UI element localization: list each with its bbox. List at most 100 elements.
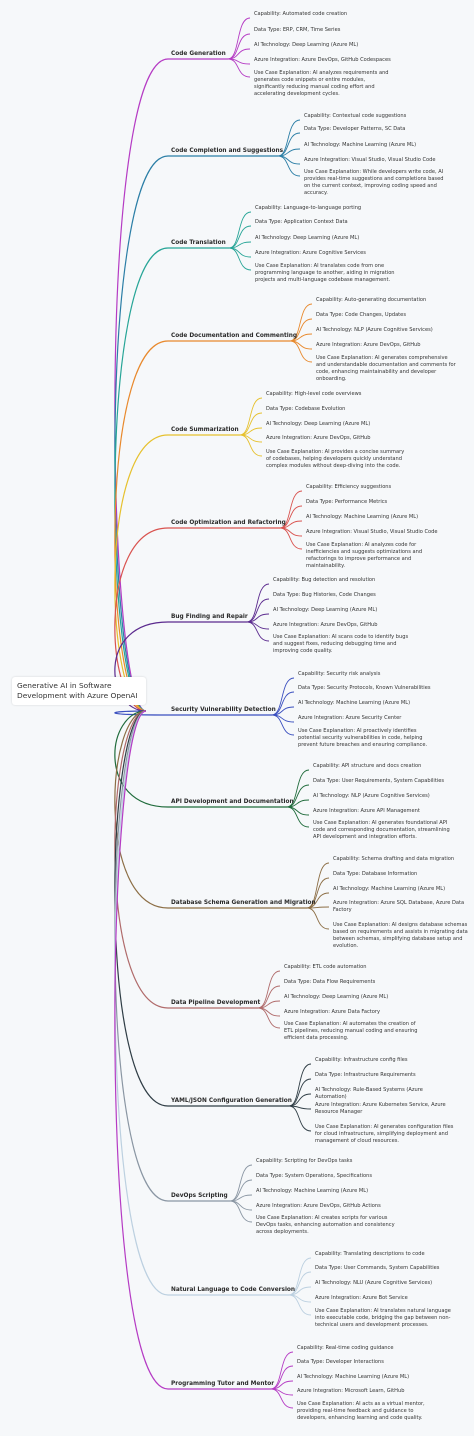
connector [270,1365,294,1390]
leaf-label: AI Technology: NLP (Azure Cognitive Serv… [316,327,433,333]
connector [229,1164,253,1202]
connector [279,527,303,537]
connector [114,434,169,712]
connector [228,247,252,258]
connector [229,1200,253,1211]
leaf-label: Capability: ETL code automation [284,964,367,970]
leaf-label: Data Type: Application Context Data [255,219,348,225]
leaf-label: AI Technology: Deep Learning (Azure ML) [284,994,389,1000]
connector [270,1351,294,1390]
connector [114,710,169,716]
connector [288,1063,312,1107]
leaf-label: Data Type: Bug Histories, Code Changes [273,592,376,598]
connector [289,303,313,342]
connector [114,340,169,712]
leaf-label: Data Type: Data Flow Requirements [284,979,376,985]
connector [277,119,301,157]
leaf-label: Data Type: Developer Interactions [297,1359,384,1365]
connector [114,621,169,712]
connector [246,583,270,623]
leaf-label: Use Case Explanation: AI analyzes requir… [254,70,389,98]
leaf-label: AI Technology: Machine Learning (Azure M… [304,142,417,148]
connector [239,434,263,457]
leaf-label: Use Case Explanation: AI acts as a virtu… [297,1401,425,1422]
connector [227,17,251,60]
branch-label: Code Generation [171,51,226,57]
connector [228,211,252,249]
connector [289,340,313,363]
leaf-label: Azure Integration: Azure Kubernetes Serv… [315,1102,446,1116]
connector [114,710,169,1107]
leaf-label: Use Case Explanation: AI translates code… [255,263,395,284]
branch-label: DevOps Scripting [171,1193,228,1199]
leaf-label: Azure Integration: Azure Data Factory [284,1009,381,1015]
branch-label: Data Pipeline Development [171,1000,261,1006]
connector [246,621,270,642]
leaf-label: Azure Integration: Azure DevOps, GitHub [316,342,421,348]
leaf-label: Capability: High-level code overviews [266,391,362,397]
leaf-label: Data Type: ERP, CRM, Time Series [254,27,341,33]
branch-label: Programming Tutor and Mentor [171,1381,275,1387]
leaf-label: Use Case Explanation: AI generates compr… [316,355,456,383]
connector [114,710,169,1009]
branch-label: Code Optimization and Refactoring [171,520,286,526]
leaf-label: Use Case Explanation: AI scans code to i… [273,634,409,655]
connector [257,1007,281,1017]
leaf-label: Use Case Explanation: While developers w… [304,169,444,197]
connector [114,710,169,909]
connector [114,247,169,712]
leaf-label: Data Type: Performance Metrics [306,499,388,505]
leaf-label: Capability: Infrastructure config files [315,1057,408,1063]
connector [286,784,310,808]
leaf-label: AI Technology: Deep Learning (Azure ML) [266,421,371,427]
leaf-label: Use Case Explanation: AI creates scripts… [256,1215,395,1236]
leaf-label: Azure Integration: Azure DevOps, GitHub [273,622,378,628]
connector [288,1257,312,1296]
connector [257,985,281,1009]
leaf-label: Data Type: Security Protocols, Known Vul… [298,685,431,691]
leaf-label: Capability: Automated code creation [254,11,348,17]
leaf-label: Capability: Translating descriptions to … [315,1251,425,1257]
branch-label: Security Vulnerability Detection [171,707,276,713]
connector [227,33,251,60]
leaf-label: Use Case Explanation: AI analyzes code f… [306,542,423,570]
branch-label: YAML/JSON Configuration Generation [171,1098,292,1104]
connector [114,710,169,808]
leaf-label: AI Technology: Machine Learning (Azure M… [256,1188,369,1194]
connector [114,58,169,712]
leaf-label: AI Technology: Machine Learning (Azure M… [306,514,419,520]
leaf-label: Azure Integration: Visual Studio, Visual… [306,529,438,535]
leaf-label: AI Technology: Machine Learning (Azure M… [333,886,446,892]
leaf-label: Use Case Explanation: AI generates found… [313,820,450,841]
connector [246,598,270,623]
leaf-label: AI Technology: Rule-Based Systems (Azure… [315,1087,423,1101]
leaf-label: Capability: Efficiency suggestions [306,484,392,490]
connector [288,1271,312,1296]
connector [286,769,310,808]
leaf-label: AI Technology: Deep Learning (Azure ML) [254,42,359,48]
leaf-label: AI Technology: NLU (Azure Cognitive Serv… [315,1280,433,1286]
leaf-label: Data Type: Code Changes, Updates [316,312,406,318]
leaf-label: Data Type: User Requirements, System Cap… [313,778,445,784]
connector [286,806,310,828]
branch-label: Database Schema Generation and Migration [171,900,316,906]
leaf-label: Azure Integration: Azure API Management [313,808,420,814]
connector [114,710,169,1296]
leaf-label: Capability: Contextual code suggestions [304,113,407,119]
leaf-label: Use Case Explanation: AI provides a conc… [266,449,405,470]
leaf-label: Capability: Scripting for DevOps tasks [256,1158,353,1164]
connector [228,247,252,271]
connector [257,1007,281,1029]
connector [271,691,295,716]
connector [288,1105,312,1132]
leaf-label: AI Technology: NLP (Azure Cognitive Serv… [313,793,430,799]
leaf-label: Azure Integration: Azure SQL Database, A… [333,900,465,914]
connector [270,1388,294,1409]
leaf-label: Azure Integration: Azure DevOps, GitHub [266,435,371,441]
leaf-label: Use Case Explanation: AI translates natu… [315,1308,451,1329]
connector [279,490,303,529]
connector [279,527,303,550]
branch-label: API Development and Documentation [171,799,294,805]
leaf-label: Capability: Real-time coding guidance [297,1345,394,1351]
leaf-label: Use Case Explanation: AI designs databas… [333,922,468,950]
